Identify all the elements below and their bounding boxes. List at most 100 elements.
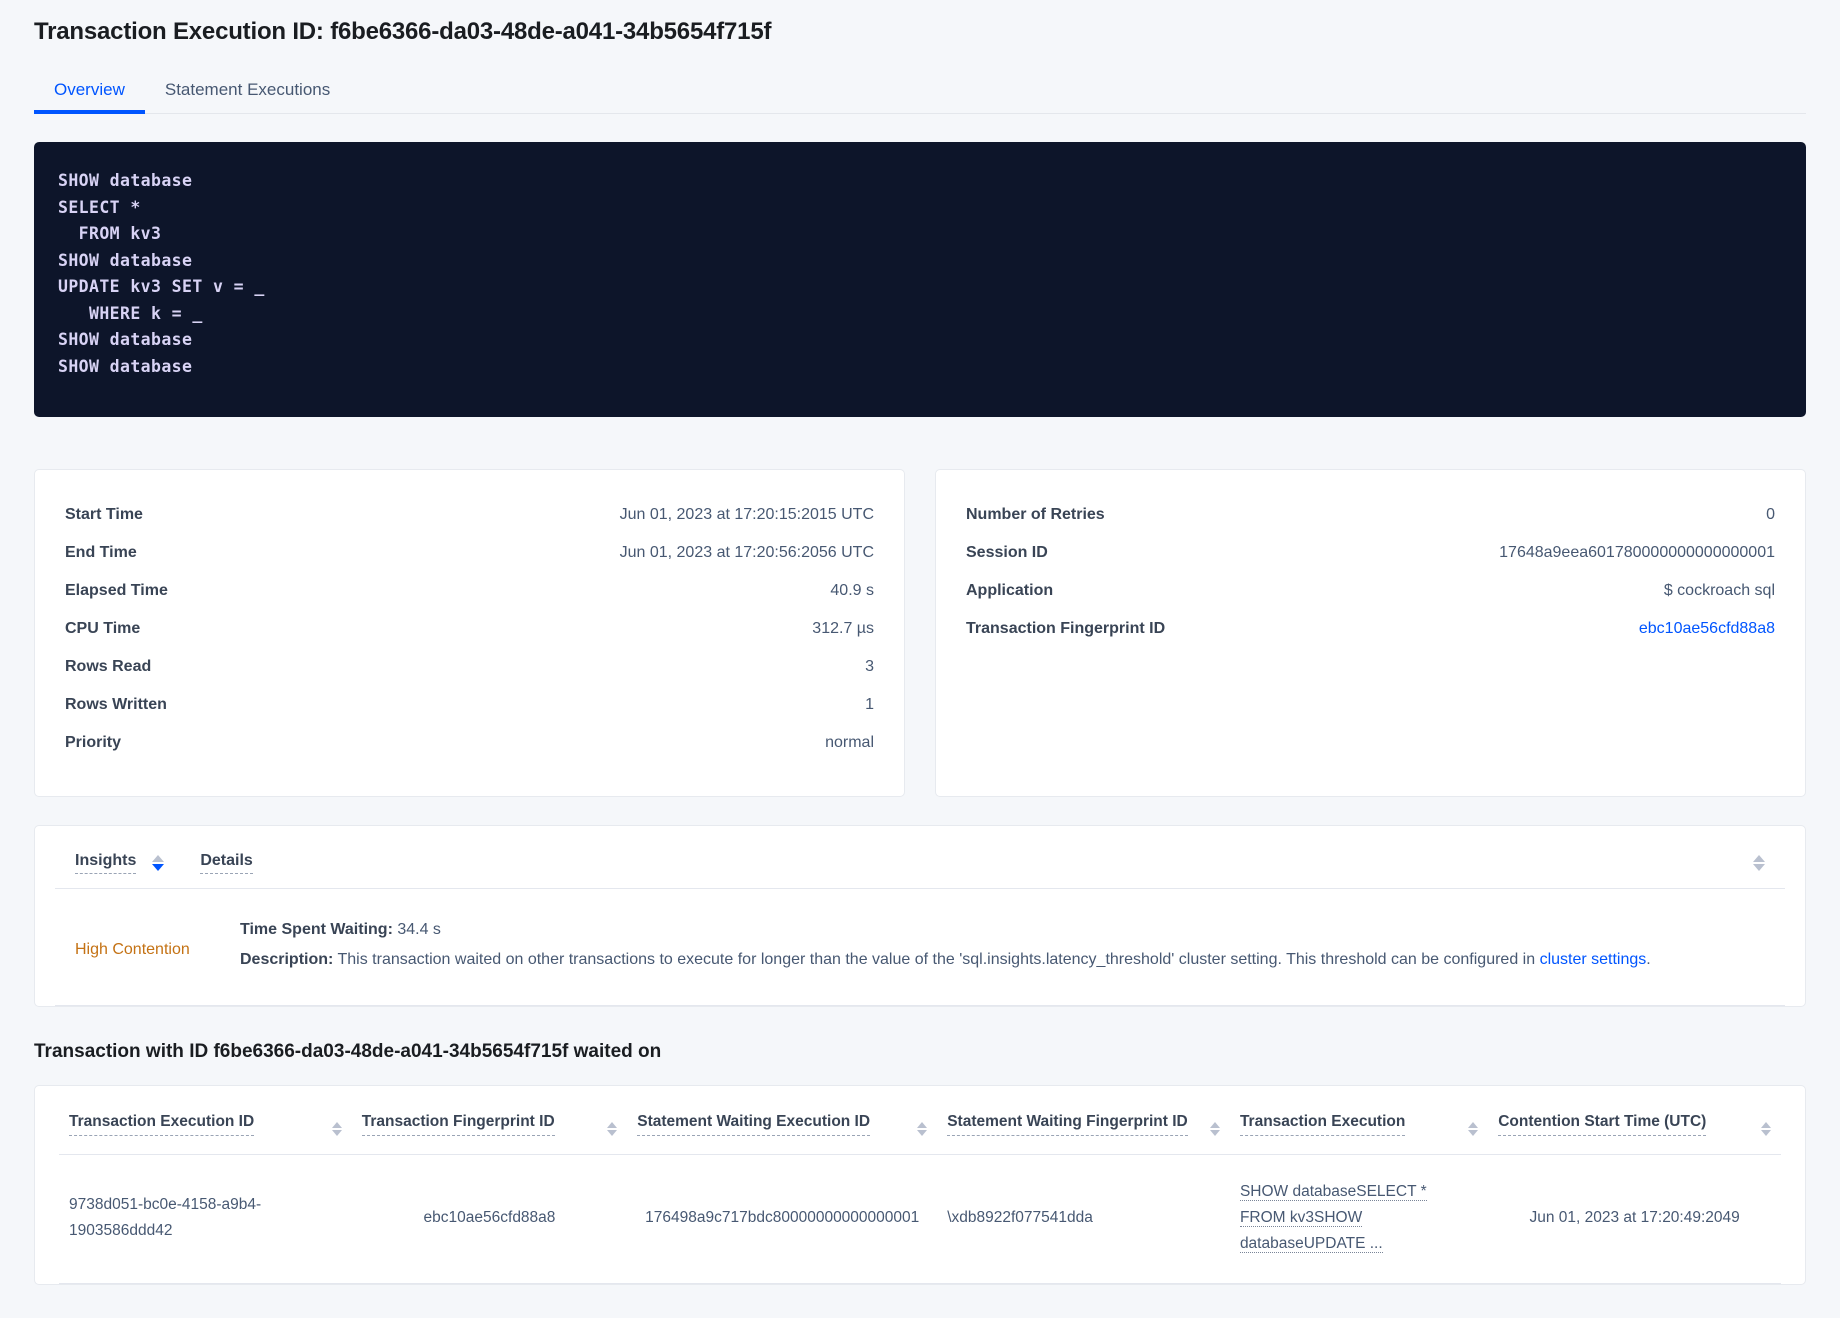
sql-line: SHOW database (58, 171, 193, 190)
detail-value: normal (825, 734, 874, 751)
detail-key: Application (966, 582, 1054, 599)
insights-column-label: Details (200, 852, 253, 874)
column-label: Statement Waiting Execution ID (637, 1112, 871, 1136)
tab-bar: Overview Statement Executions (34, 68, 1806, 114)
sql-line: SHOW database (58, 250, 193, 270)
sort-arrows-icon[interactable] (152, 855, 165, 871)
page-title: Transaction Execution ID: f6be6366-da03-… (34, 18, 772, 45)
detail-key: Rows Written (65, 696, 167, 713)
column-header-statement-waiting-execution-id[interactable]: Statement Waiting Execution ID (627, 1086, 938, 1155)
cell-transaction-execution-id: 9738d051-bc0e-4158-a9b4-1903586ddd42 (59, 1154, 352, 1284)
cell-contention-start-time: Jun 01, 2023 at 17:20:49:2049 (1488, 1154, 1781, 1284)
sql-line: SELECT * (58, 197, 141, 217)
insights-column-details[interactable]: Details (200, 852, 253, 874)
detail-row: Transaction Fingerprint ID ebc10ae56cfd8… (966, 610, 1775, 648)
insight-row: High Contention Time Spent Waiting: 34.4… (55, 889, 1785, 1006)
detail-row: Priority normal (65, 724, 874, 762)
cluster-settings-link[interactable]: cluster settings (1539, 951, 1647, 968)
detail-row: Rows Written 1 (65, 686, 874, 724)
insights-column-label: Insights (75, 852, 137, 874)
insight-detail-text: Time Spent Waiting: 34.4 s Description: … (240, 915, 1765, 975)
column-header-transaction-execution-id[interactable]: Transaction Execution ID (59, 1086, 352, 1155)
detail-key: Elapsed Time (65, 582, 168, 599)
detail-row: Rows Read 3 (65, 648, 874, 686)
insight-type-label: High Contention (75, 941, 190, 958)
detail-row: Application $ cockroach sql (966, 572, 1775, 610)
detail-value: 17648a9eea601780000000000000001 (1499, 544, 1775, 561)
detail-key: Rows Read (65, 658, 152, 675)
insight-time-spent-waiting: Time Spent Waiting: 34.4 s (240, 915, 1765, 945)
column-label: Transaction Execution (1239, 1112, 1406, 1136)
transaction-execution-line[interactable]: SHOW databaseSELECT * (1239, 1183, 1427, 1201)
timing-details-card: Start Time Jun 01, 2023 at 17:20:15:2015… (34, 469, 905, 797)
session-details-card: Number of Retries 0 Session ID 17648a9ee… (935, 469, 1806, 797)
cell-transaction-execution[interactable]: SHOW databaseSELECT * FROM kv3SHOW datab… (1229, 1154, 1489, 1284)
detail-value: 40.9 s (830, 582, 874, 599)
transaction-fingerprint-id-link[interactable]: ebc10ae56cfd88a8 (1638, 620, 1775, 637)
sql-line: SHOW database (58, 356, 193, 376)
sql-line: SHOW database (58, 330, 193, 349)
column-label: Transaction Fingerprint ID (361, 1112, 555, 1136)
sql-code-block: SHOW database SELECT * FROM kv3 SHOW dat… (34, 142, 1806, 417)
sort-arrows-icon[interactable] (607, 1122, 618, 1136)
cell-statement-waiting-execution-id: 176498a9c717bdc80000000000000001 (627, 1154, 938, 1284)
cell-transaction-fingerprint-id: ebc10ae56cfd88a8 (351, 1154, 628, 1284)
detail-value: 0 (1766, 506, 1775, 523)
transaction-execution-line[interactable]: FROM kv3SHOW (1239, 1209, 1363, 1227)
insight-description: Description: This transaction waited on … (240, 945, 1765, 975)
column-header-transaction-execution[interactable]: Transaction Execution (1229, 1086, 1489, 1155)
insights-card: Insights Details High Contention Time Sp… (34, 825, 1806, 1007)
detail-key: Priority (65, 734, 122, 751)
detail-value: $ cockroach sql (1663, 582, 1775, 599)
detail-value: 3 (865, 658, 874, 675)
sort-arrows-icon-right[interactable] (1753, 855, 1765, 871)
insight-time-label: Time Spent Waiting: (240, 921, 393, 938)
detail-value: Jun 01, 2023 at 17:20:56:2056 UTC (619, 544, 874, 561)
cell-statement-waiting-fingerprint-id: \xdb8922f077541dda (937, 1154, 1230, 1284)
table-row: 9738d051-bc0e-4158-a9b4-1903586ddd42 ebc… (59, 1154, 1781, 1284)
detail-row: End Time Jun 01, 2023 at 17:20:56:2056 U… (65, 534, 874, 572)
insight-description-text: This transaction waited on other transac… (337, 951, 1540, 968)
column-header-transaction-fingerprint-id[interactable]: Transaction Fingerprint ID (351, 1086, 628, 1155)
waited-on-table: Transaction Execution ID Transaction Fin… (59, 1086, 1781, 1284)
detail-cards-row: Start Time Jun 01, 2023 at 17:20:15:2015… (34, 469, 1806, 797)
detail-key: CPU Time (65, 620, 141, 637)
detail-value: 1 (865, 696, 874, 713)
detail-row: Number of Retries 0 (966, 496, 1775, 534)
detail-row: CPU Time 312.7 µs (65, 610, 874, 648)
insights-table-header: Insights Details (55, 826, 1785, 889)
sql-line: UPDATE kv3 SET v = _ (58, 277, 265, 296)
tab-overview[interactable]: Overview (34, 80, 145, 114)
tab-statement-executions[interactable]: Statement Executions (164, 80, 331, 99)
detail-key: End Time (65, 544, 137, 561)
sort-arrows-icon[interactable] (1468, 1122, 1479, 1136)
detail-row: Start Time Jun 01, 2023 at 17:20:15:2015… (65, 496, 874, 534)
detail-key: Start Time (65, 506, 143, 523)
waited-on-table-card: Transaction Execution ID Transaction Fin… (34, 1085, 1806, 1285)
sort-arrows-icon[interactable] (331, 1122, 342, 1136)
sort-arrows-icon[interactable] (917, 1122, 928, 1136)
table-header-row: Transaction Execution ID Transaction Fin… (59, 1086, 1781, 1155)
detail-row: Session ID 17648a9eea6017800000000000000… (966, 534, 1775, 572)
detail-row: Elapsed Time 40.9 s (65, 572, 874, 610)
insights-column-insights[interactable]: Insights (75, 852, 165, 874)
insight-time-value: 34.4 s (397, 921, 441, 938)
insight-description-tail: . (1646, 951, 1651, 968)
column-label: Transaction Execution ID (69, 1112, 255, 1136)
column-label: Contention Start Time (UTC) (1498, 1112, 1707, 1136)
sort-arrows-icon[interactable] (1761, 1122, 1771, 1136)
detail-value: Jun 01, 2023 at 17:20:15:2015 UTC (619, 506, 874, 523)
detail-value: 312.7 µs (812, 620, 874, 637)
column-label: Statement Waiting Fingerprint ID (947, 1112, 1188, 1136)
column-header-contention-start-time[interactable]: Contention Start Time (UTC) (1488, 1086, 1781, 1155)
waited-on-section-title: Transaction with ID f6be6366-da03-48de-a… (34, 1041, 662, 1062)
column-header-statement-waiting-fingerprint-id[interactable]: Statement Waiting Fingerprint ID (937, 1086, 1230, 1155)
insight-description-label: Description: (240, 951, 334, 968)
sort-arrows-icon[interactable] (1209, 1122, 1220, 1136)
sql-line: WHERE k = _ (58, 303, 203, 323)
transaction-execution-line[interactable]: databaseUPDATE ... (1239, 1235, 1383, 1253)
detail-key: Session ID (966, 544, 1048, 561)
sql-line: FROM kv3 (58, 224, 162, 243)
detail-key: Transaction Fingerprint ID (966, 620, 1166, 637)
